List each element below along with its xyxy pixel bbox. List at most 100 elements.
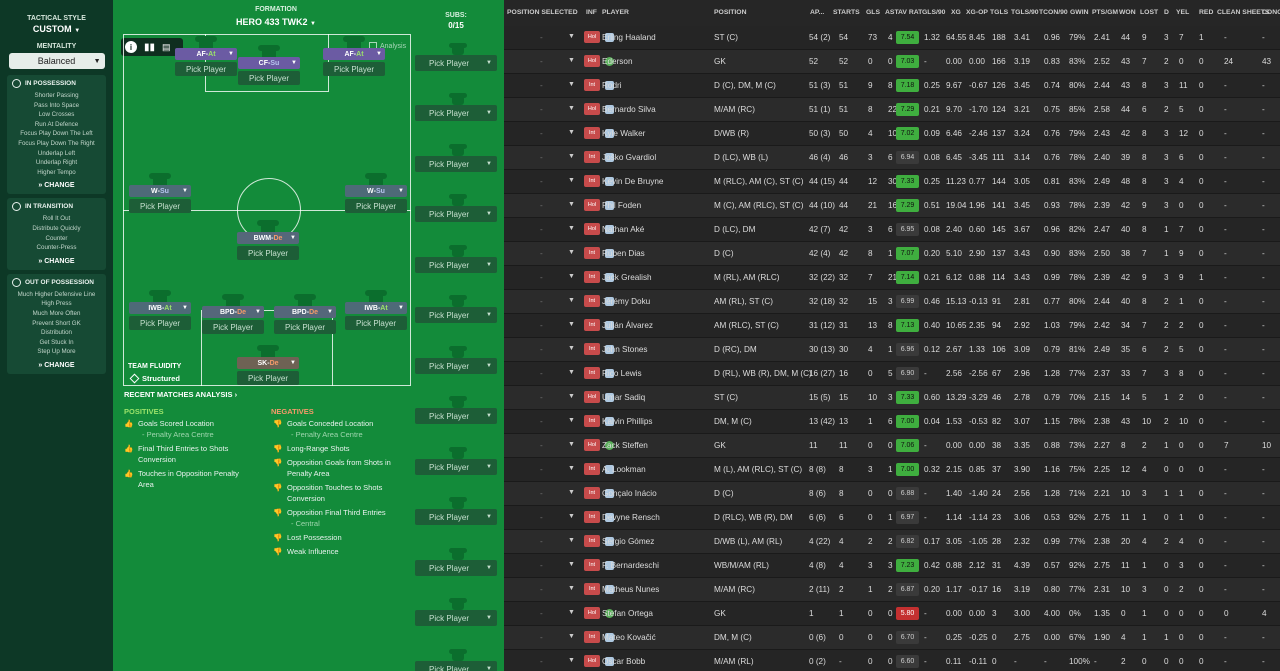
- position-role-tag[interactable]: SK - De ▼: [237, 357, 299, 369]
- table-row[interactable]: - ▼ Int A. Lookman M (L), AM (RLC), ST (C) 8 …: [504, 458, 1280, 482]
- player-name[interactable]: Joško Gvardiol: [602, 153, 657, 162]
- table-row[interactable]: - ▼ Hol Ederson GK 52 52 0 0 - 0.00 0.00 166 3.19 0.83…: [504, 50, 1280, 74]
- column-header[interactable]: PLAYER: [602, 9, 629, 16]
- position-selected-value[interactable]: -: [540, 201, 543, 210]
- sub-pick-player-slot[interactable]: Pick Player ▼: [415, 358, 497, 374]
- column-header[interactable]: D: [1164, 9, 1169, 16]
- position-selected-value[interactable]: -: [540, 489, 543, 498]
- column-header[interactable]: PTS/GM: [1092, 9, 1119, 16]
- position-role-tag[interactable]: IWB - At ▼: [129, 302, 191, 314]
- chevron-down-icon[interactable]: ▼: [568, 513, 575, 520]
- column-header[interactable]: CLEAN SHEETS: [1217, 9, 1270, 16]
- player-name[interactable]: Oscar Bobb: [602, 657, 646, 666]
- sub-pick-player-slot[interactable]: Pick Player ▼: [415, 257, 497, 273]
- sub-pick-player-slot[interactable]: Pick Player ▼: [415, 459, 497, 475]
- table-row[interactable]: - ▼ Int Devyne Rensch D (RLC), WB (R), DM 6 (…: [504, 506, 1280, 530]
- table-row[interactable]: - ▼ Int Gonçalo Inácio D (C) 8 (6) 8 0 0-1.40 -1.…: [504, 482, 1280, 506]
- position-selected-value[interactable]: -: [540, 633, 543, 642]
- sub-pick-player-slot[interactable]: Pick Player ▼: [415, 661, 497, 671]
- player-name[interactable]: Nathan Aké: [602, 225, 645, 234]
- table-row[interactable]: - ▼ Int Mateo Kovačić DM, M (C) 0 (6) 0 0 0-0.25…: [504, 626, 1280, 650]
- player-name[interactable]: Jérémy Doku: [602, 297, 651, 306]
- position-selected-value[interactable]: -: [540, 153, 543, 162]
- position-selected-value[interactable]: -: [540, 465, 543, 474]
- position-selected-value[interactable]: -: [540, 33, 543, 42]
- player-name[interactable]: Rúben Dias: [602, 249, 645, 258]
- player-name[interactable]: Rodri: [602, 81, 622, 90]
- position-role-tag[interactable]: BPD - De ▼: [202, 306, 264, 318]
- position-selected-value[interactable]: -: [540, 273, 543, 282]
- chevron-down-icon[interactable]: ▼: [568, 129, 575, 136]
- in-possession-change-button[interactable]: » CHANGE: [38, 182, 75, 190]
- position-selected-value[interactable]: -: [540, 57, 543, 66]
- table-row[interactable]: - ▼ Int F. Bernardeschi WB/M/AM (RL) 4 (8) 4 3 3…: [504, 554, 1280, 578]
- pick-player-slot[interactable]: Pick Player: [345, 316, 407, 330]
- chevron-down-icon[interactable]: ▼: [568, 537, 575, 544]
- position-role-tag[interactable]: AF - At ▼: [323, 48, 385, 60]
- bar-chart-icon[interactable]: ▮▮: [144, 41, 156, 53]
- table-row[interactable]: - ▼ Int Jérémy Doku AM (RL), ST (C) 32 (18) 32…: [504, 290, 1280, 314]
- pick-player-slot[interactable]: Pick Player: [129, 316, 191, 330]
- table-row[interactable]: - ▼ Hol Phil Foden M (C), AM (RLC), ST (C) 44…: [504, 194, 1280, 218]
- position-selected-value[interactable]: -: [540, 537, 543, 546]
- player-name[interactable]: F. Bernardeschi: [602, 561, 659, 570]
- position-role-tag[interactable]: W - Su ▼: [345, 185, 407, 197]
- column-header[interactable]: POSITION SELECTED: [507, 9, 578, 16]
- tactical-style-dropdown[interactable]: CUSTOM ▼: [32, 24, 81, 34]
- chevron-down-icon[interactable]: ▼: [568, 297, 575, 304]
- player-name[interactable]: A. Lookman: [602, 465, 646, 474]
- formation-dropdown[interactable]: HERO 433 TWK2 ▼: [236, 17, 316, 27]
- column-header[interactable]: AP...: [810, 9, 825, 16]
- column-header[interactable]: CONC: [1262, 9, 1280, 16]
- chevron-down-icon[interactable]: ▼: [568, 393, 575, 400]
- position-selected-value[interactable]: -: [540, 177, 543, 186]
- table-row[interactable]: - ▼ Int Kalvin Phillips DM, M (C) 13 (42) 13 1 6…: [504, 410, 1280, 434]
- chevron-down-icon[interactable]: ▼: [568, 561, 575, 568]
- table-row[interactable]: - ▼ Int Rúben Dias D (C) 42 (4) 42 8 1 0.20 5.10 2.…: [504, 242, 1280, 266]
- column-header[interactable]: INF: [586, 9, 597, 16]
- sub-pick-player-slot[interactable]: Pick Player ▼: [415, 105, 497, 121]
- column-header[interactable]: STARTS: [833, 9, 860, 16]
- sub-pick-player-slot[interactable]: Pick Player ▼: [415, 408, 497, 424]
- chevron-down-icon[interactable]: ▼: [568, 57, 575, 64]
- pick-player-slot[interactable]: Pick Player: [202, 320, 264, 334]
- position-selected-value[interactable]: -: [540, 561, 543, 570]
- position-selected-value[interactable]: -: [540, 345, 543, 354]
- player-name[interactable]: Ederson: [602, 57, 633, 66]
- position-selected-value[interactable]: -: [540, 321, 543, 330]
- column-header[interactable]: XG-OP: [966, 9, 988, 16]
- table-row[interactable]: - ▼ Hol Erling Haaland ST (C) 54 (2) 54 73 4 1.32…: [504, 26, 1280, 50]
- pick-player-slot[interactable]: Pick Player: [129, 199, 191, 213]
- player-name[interactable]: Matheus Nunes: [602, 585, 660, 594]
- chevron-down-icon[interactable]: ▼: [568, 33, 575, 40]
- sub-pick-player-slot[interactable]: Pick Player ▼: [415, 509, 497, 525]
- table-row[interactable]: - ▼ Hol Nathan Aké D (LC), DM 42 (7) 42 3 6 0.08 2…: [504, 218, 1280, 242]
- clipboard-icon[interactable]: ▤: [162, 41, 171, 52]
- position-role-tag[interactable]: BPD - De ▼: [274, 306, 336, 318]
- chevron-down-icon[interactable]: ▼: [568, 225, 575, 232]
- player-name[interactable]: Mateo Kovačić: [602, 633, 656, 642]
- table-row[interactable]: - ▼ Int Kevin De Bruyne M (RLC), AM (C), ST …: [504, 170, 1280, 194]
- position-selected-value[interactable]: -: [540, 513, 543, 522]
- chevron-down-icon[interactable]: ▼: [568, 489, 575, 496]
- player-name[interactable]: Zack Steffen: [602, 441, 648, 450]
- position-selected-value[interactable]: -: [540, 393, 543, 402]
- pick-player-slot[interactable]: Pick Player: [274, 320, 336, 334]
- position-selected-value[interactable]: -: [540, 369, 543, 378]
- column-header[interactable]: TCON/90: [1039, 9, 1068, 16]
- column-header[interactable]: WON: [1119, 9, 1136, 16]
- player-name[interactable]: Rico Lewis: [602, 369, 642, 378]
- recent-matches-analysis-link[interactable]: RECENT MATCHES ANALYSIS ›: [124, 390, 238, 399]
- chevron-down-icon[interactable]: ▼: [568, 249, 575, 256]
- table-row[interactable]: - ▼ Int Rico Lewis D (RL), WB (R), DM, M (C)…: [504, 362, 1280, 386]
- table-row[interactable]: - ▼ Hol Umar Sadiq ST (C) 15 (5) 15 10 3 0.60 13.2…: [504, 386, 1280, 410]
- pick-player-slot[interactable]: Pick Player: [345, 199, 407, 213]
- table-row[interactable]: - ▼ Int Rodri D (C), DM, M (C) 51 (3) 51 9 8 0.25…: [504, 74, 1280, 98]
- position-role-tag[interactable]: IWB - At ▼: [345, 302, 407, 314]
- chevron-down-icon[interactable]: ▼: [568, 177, 575, 184]
- player-name[interactable]: Sergio Gómez: [602, 537, 655, 546]
- position-role-tag[interactable]: W - Su ▼: [129, 185, 191, 197]
- mentality-dropdown[interactable]: Balanced ▼: [8, 53, 105, 69]
- pick-player-slot[interactable]: Pick Player: [238, 71, 300, 85]
- player-name[interactable]: Gonçalo Inácio: [602, 489, 657, 498]
